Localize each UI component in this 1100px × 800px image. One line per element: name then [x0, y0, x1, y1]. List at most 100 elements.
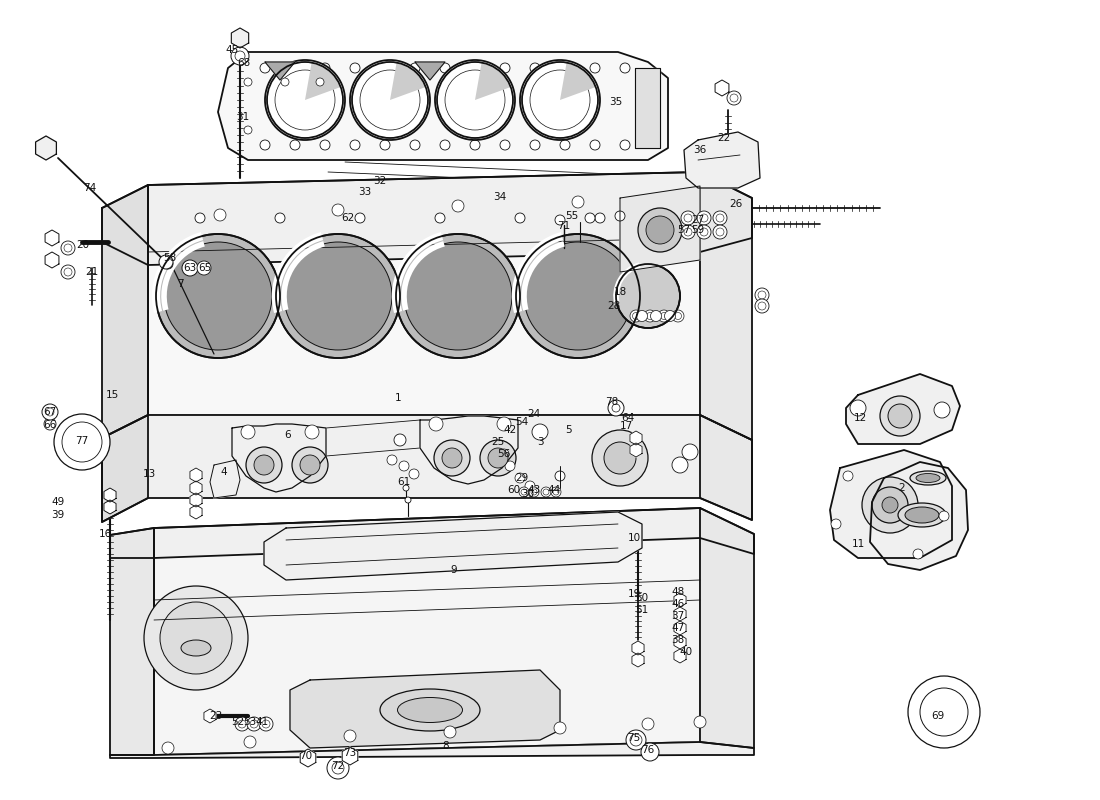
Circle shape [664, 310, 675, 322]
Circle shape [162, 742, 174, 754]
Circle shape [529, 487, 539, 497]
Circle shape [850, 400, 866, 416]
Polygon shape [870, 462, 968, 570]
Polygon shape [420, 416, 518, 484]
Circle shape [64, 244, 72, 252]
Circle shape [214, 209, 225, 221]
Text: 6: 6 [285, 430, 292, 440]
Circle shape [694, 716, 706, 728]
Circle shape [195, 213, 205, 223]
Text: 53: 53 [243, 717, 256, 727]
Circle shape [541, 487, 551, 497]
Circle shape [265, 60, 345, 140]
Circle shape [403, 485, 409, 491]
Text: 69: 69 [932, 711, 945, 721]
Circle shape [882, 497, 898, 513]
Circle shape [46, 408, 54, 416]
Circle shape [700, 228, 708, 236]
Circle shape [730, 94, 738, 102]
Text: eu      oares: eu oares [152, 346, 408, 384]
Circle shape [379, 140, 390, 150]
Polygon shape [635, 68, 660, 148]
Text: 35: 35 [609, 97, 623, 107]
Text: 34: 34 [494, 192, 507, 202]
Circle shape [44, 418, 56, 430]
Circle shape [276, 234, 400, 358]
Circle shape [394, 434, 406, 446]
Text: 18: 18 [614, 287, 627, 297]
Circle shape [160, 602, 232, 674]
Polygon shape [110, 742, 754, 758]
Text: 61: 61 [397, 477, 410, 487]
Circle shape [250, 720, 258, 728]
Text: 15: 15 [106, 390, 119, 400]
Circle shape [163, 259, 173, 269]
Text: 48: 48 [671, 587, 684, 597]
Polygon shape [102, 172, 752, 265]
Circle shape [446, 70, 505, 130]
Circle shape [716, 214, 724, 222]
Polygon shape [674, 635, 686, 649]
Text: 46: 46 [671, 599, 684, 609]
Text: 4: 4 [221, 467, 228, 477]
Text: 63: 63 [184, 263, 197, 273]
Circle shape [888, 404, 912, 428]
Circle shape [684, 228, 692, 236]
Circle shape [258, 717, 273, 731]
Circle shape [244, 736, 256, 748]
Circle shape [434, 60, 515, 140]
Circle shape [604, 442, 636, 474]
Circle shape [410, 140, 420, 150]
Circle shape [630, 310, 642, 322]
Circle shape [144, 586, 248, 690]
Circle shape [497, 417, 512, 431]
Polygon shape [342, 747, 358, 765]
Circle shape [350, 140, 360, 150]
Text: 68: 68 [238, 58, 251, 68]
Text: 41: 41 [255, 717, 268, 727]
Circle shape [592, 430, 648, 486]
Polygon shape [631, 641, 645, 655]
Circle shape [531, 489, 537, 495]
Circle shape [60, 241, 75, 255]
Text: 9: 9 [451, 565, 458, 575]
Text: 50: 50 [636, 593, 649, 603]
Text: 47: 47 [671, 623, 684, 633]
Circle shape [350, 60, 430, 140]
Ellipse shape [182, 640, 211, 656]
Text: 20: 20 [76, 240, 89, 250]
Polygon shape [700, 172, 752, 440]
Circle shape [332, 762, 344, 774]
Circle shape [585, 213, 595, 223]
Text: 65: 65 [198, 263, 211, 273]
Polygon shape [45, 252, 59, 268]
Circle shape [595, 213, 605, 223]
Circle shape [674, 313, 682, 319]
Polygon shape [290, 670, 560, 748]
Circle shape [405, 497, 411, 503]
Ellipse shape [905, 507, 939, 523]
Circle shape [638, 208, 682, 252]
Ellipse shape [379, 689, 480, 731]
Circle shape [830, 519, 842, 529]
Circle shape [560, 63, 570, 73]
Circle shape [500, 63, 510, 73]
Ellipse shape [910, 471, 946, 485]
Circle shape [843, 471, 852, 481]
Text: 3: 3 [537, 437, 543, 447]
Circle shape [716, 228, 724, 236]
Circle shape [556, 471, 565, 481]
Circle shape [305, 425, 319, 439]
Ellipse shape [916, 474, 940, 482]
Text: 7: 7 [177, 279, 184, 289]
Circle shape [470, 140, 480, 150]
Text: 56: 56 [497, 449, 510, 459]
Circle shape [637, 310, 648, 322]
Circle shape [755, 299, 769, 313]
Circle shape [248, 717, 261, 731]
Polygon shape [190, 493, 202, 507]
Circle shape [675, 213, 685, 223]
Text: 23: 23 [209, 711, 222, 721]
Circle shape [290, 140, 300, 150]
Text: 54: 54 [516, 417, 529, 427]
